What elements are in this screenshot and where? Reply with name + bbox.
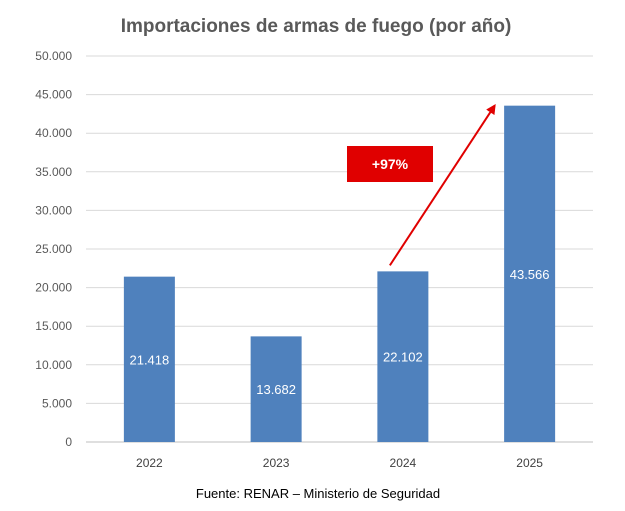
y-tick-label: 30.000	[35, 203, 72, 217]
y-tick-label: 45.000	[35, 88, 72, 102]
y-tick-label: 25.000	[35, 242, 72, 256]
data-labels: 21.418 13.682 22.102 43.566	[129, 267, 549, 397]
bar-2023	[250, 336, 302, 442]
x-tick-label-2025: 2025	[516, 456, 543, 470]
source-note: Fuente: RENAR – Ministerio de Seguridad	[196, 486, 440, 501]
y-tick-label: 0	[65, 435, 72, 449]
data-label-2023: 13.682	[256, 382, 296, 397]
bars	[123, 105, 556, 443]
y-tick-label: 10.000	[35, 358, 72, 372]
growth-badge	[347, 146, 433, 182]
x-tick-label-2022: 2022	[136, 456, 163, 470]
growth-annotation: +97%	[347, 103, 496, 266]
y-tick-label: 5.000	[42, 396, 72, 410]
y-tick-label: 50.000	[35, 49, 72, 63]
data-label-2025: 43.566	[510, 267, 550, 282]
y-tick-label: 40.000	[35, 126, 72, 140]
y-tick-label: 35.000	[35, 165, 72, 179]
x-tick-label-2024: 2024	[390, 456, 417, 470]
x-axis-ticks: 2022 2023 2024 2025	[136, 456, 543, 470]
chart-title: Importaciones de armas de fuego (por año…	[121, 16, 512, 37]
x-tick-label-2023: 2023	[263, 456, 290, 470]
bar-2025	[504, 105, 556, 443]
y-tick-label: 15.000	[35, 319, 72, 333]
data-label-2022: 21.418	[129, 352, 169, 367]
growth-arrow	[389, 103, 496, 266]
bar-2024	[377, 271, 429, 442]
data-label-2024: 22.102	[383, 350, 423, 365]
y-tick-label: 20.000	[35, 281, 72, 295]
bar-2022	[123, 276, 175, 442]
growth-badge-text: +97%	[372, 156, 409, 172]
y-axis-ticks: 0 5.000 10.000 15.000 20.000 25.000 30.000 35.0…	[35, 49, 72, 449]
